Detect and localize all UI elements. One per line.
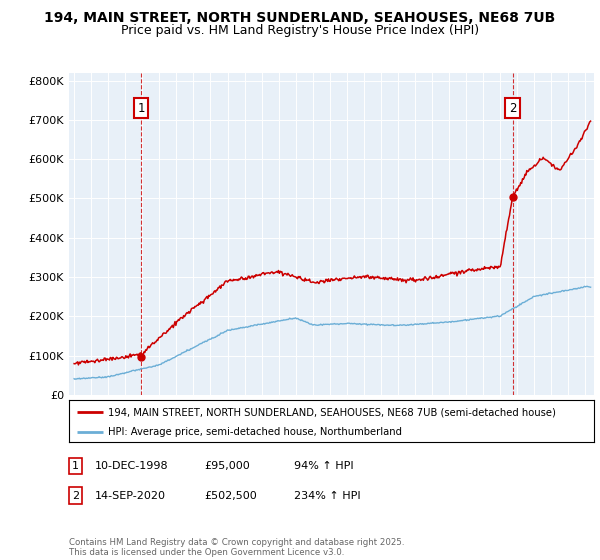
Text: £95,000: £95,000: [204, 461, 250, 471]
Text: Contains HM Land Registry data © Crown copyright and database right 2025.
This d: Contains HM Land Registry data © Crown c…: [69, 538, 404, 557]
Text: HPI: Average price, semi-detached house, Northumberland: HPI: Average price, semi-detached house,…: [109, 427, 403, 437]
Text: 2: 2: [72, 491, 79, 501]
Text: £502,500: £502,500: [204, 491, 257, 501]
Text: 194, MAIN STREET, NORTH SUNDERLAND, SEAHOUSES, NE68 7UB: 194, MAIN STREET, NORTH SUNDERLAND, SEAH…: [44, 11, 556, 25]
Text: 94% ↑ HPI: 94% ↑ HPI: [294, 461, 353, 471]
Text: 194, MAIN STREET, NORTH SUNDERLAND, SEAHOUSES, NE68 7UB (semi-detached house): 194, MAIN STREET, NORTH SUNDERLAND, SEAH…: [109, 407, 556, 417]
Text: 2: 2: [509, 102, 516, 115]
Text: 234% ↑ HPI: 234% ↑ HPI: [294, 491, 361, 501]
Text: 1: 1: [72, 461, 79, 471]
Text: 1: 1: [137, 102, 145, 115]
Text: 14-SEP-2020: 14-SEP-2020: [95, 491, 166, 501]
Text: 10-DEC-1998: 10-DEC-1998: [95, 461, 169, 471]
Text: Price paid vs. HM Land Registry's House Price Index (HPI): Price paid vs. HM Land Registry's House …: [121, 24, 479, 36]
